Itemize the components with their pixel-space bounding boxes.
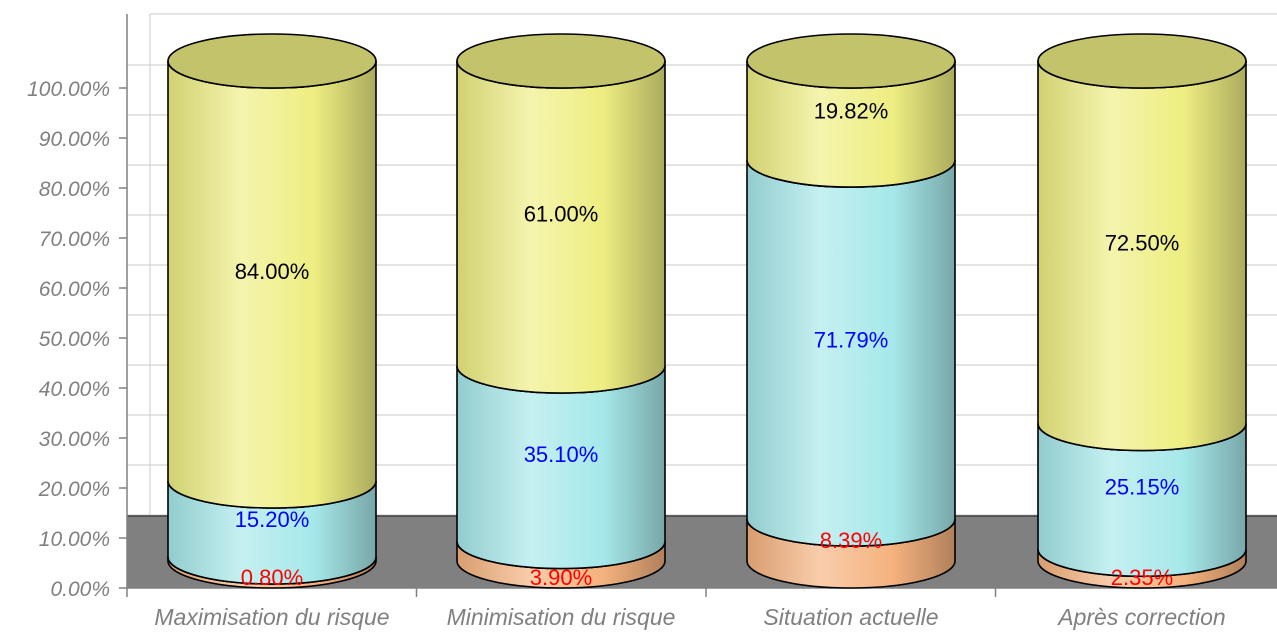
data-label: 25.15% bbox=[1105, 474, 1180, 499]
y-tick-label: 60.00% bbox=[39, 278, 110, 301]
data-label: 84.00% bbox=[235, 259, 310, 284]
cylinder-segment bbox=[456, 60, 666, 394]
y-tick-label: 0.00% bbox=[50, 578, 110, 601]
y-tick-label: 10.00% bbox=[39, 528, 110, 551]
cylinder-segment bbox=[456, 365, 666, 570]
data-label: 72.50% bbox=[1105, 230, 1180, 255]
cylinder bbox=[167, 33, 377, 589]
data-label: 15.20% bbox=[235, 507, 310, 532]
y-tick-label: 50.00% bbox=[39, 328, 110, 351]
data-label: 3.90% bbox=[530, 565, 592, 590]
cylinder bbox=[456, 33, 666, 589]
y-tick-label: 100.00% bbox=[27, 78, 110, 101]
cylinder bbox=[1037, 33, 1247, 589]
data-label: 19.82% bbox=[814, 99, 889, 124]
y-tick-label: 70.00% bbox=[39, 228, 110, 251]
data-label: 0.80% bbox=[241, 565, 303, 590]
data-labels: 0.80% 15.20% 84.00% 3.90% 35.10% 61.00% 8.39% 7… bbox=[235, 99, 1180, 590]
axes: 0.00% 10.00% 20.00% 30.00% 40.00% 50.00% 60.00… bbox=[27, 14, 1277, 630]
data-label: 2.35% bbox=[1111, 565, 1173, 590]
x-category-label: Maximisation du risque bbox=[154, 604, 389, 630]
data-label: 71.79% bbox=[814, 328, 889, 353]
cylinder-segment bbox=[167, 60, 377, 509]
cylinder-segment bbox=[746, 160, 956, 547]
data-label: 35.10% bbox=[524, 442, 599, 467]
cylinder-top-cap bbox=[1037, 33, 1247, 89]
y-tick-label: 30.00% bbox=[39, 428, 110, 451]
cylinder-segment bbox=[1037, 60, 1247, 452]
x-category-label: Minimisation du risque bbox=[447, 604, 676, 630]
cylinders bbox=[167, 33, 1247, 589]
y-tick-label: 20.00% bbox=[38, 478, 110, 501]
cylinder-top-cap bbox=[456, 33, 666, 89]
y-tick-label: 90.00% bbox=[39, 128, 110, 151]
y-tick-label: 80.00% bbox=[39, 178, 110, 201]
x-category-label: Après correction bbox=[1056, 604, 1225, 630]
y-tick-label: 40.00% bbox=[39, 378, 110, 401]
data-label: 61.00% bbox=[524, 202, 599, 227]
cylinder-top-cap bbox=[746, 33, 956, 89]
cylinder bbox=[746, 33, 956, 589]
cylinder-top-cap bbox=[167, 33, 377, 89]
x-category-label: Situation actuelle bbox=[763, 604, 938, 630]
data-label: 8.39% bbox=[820, 528, 882, 553]
